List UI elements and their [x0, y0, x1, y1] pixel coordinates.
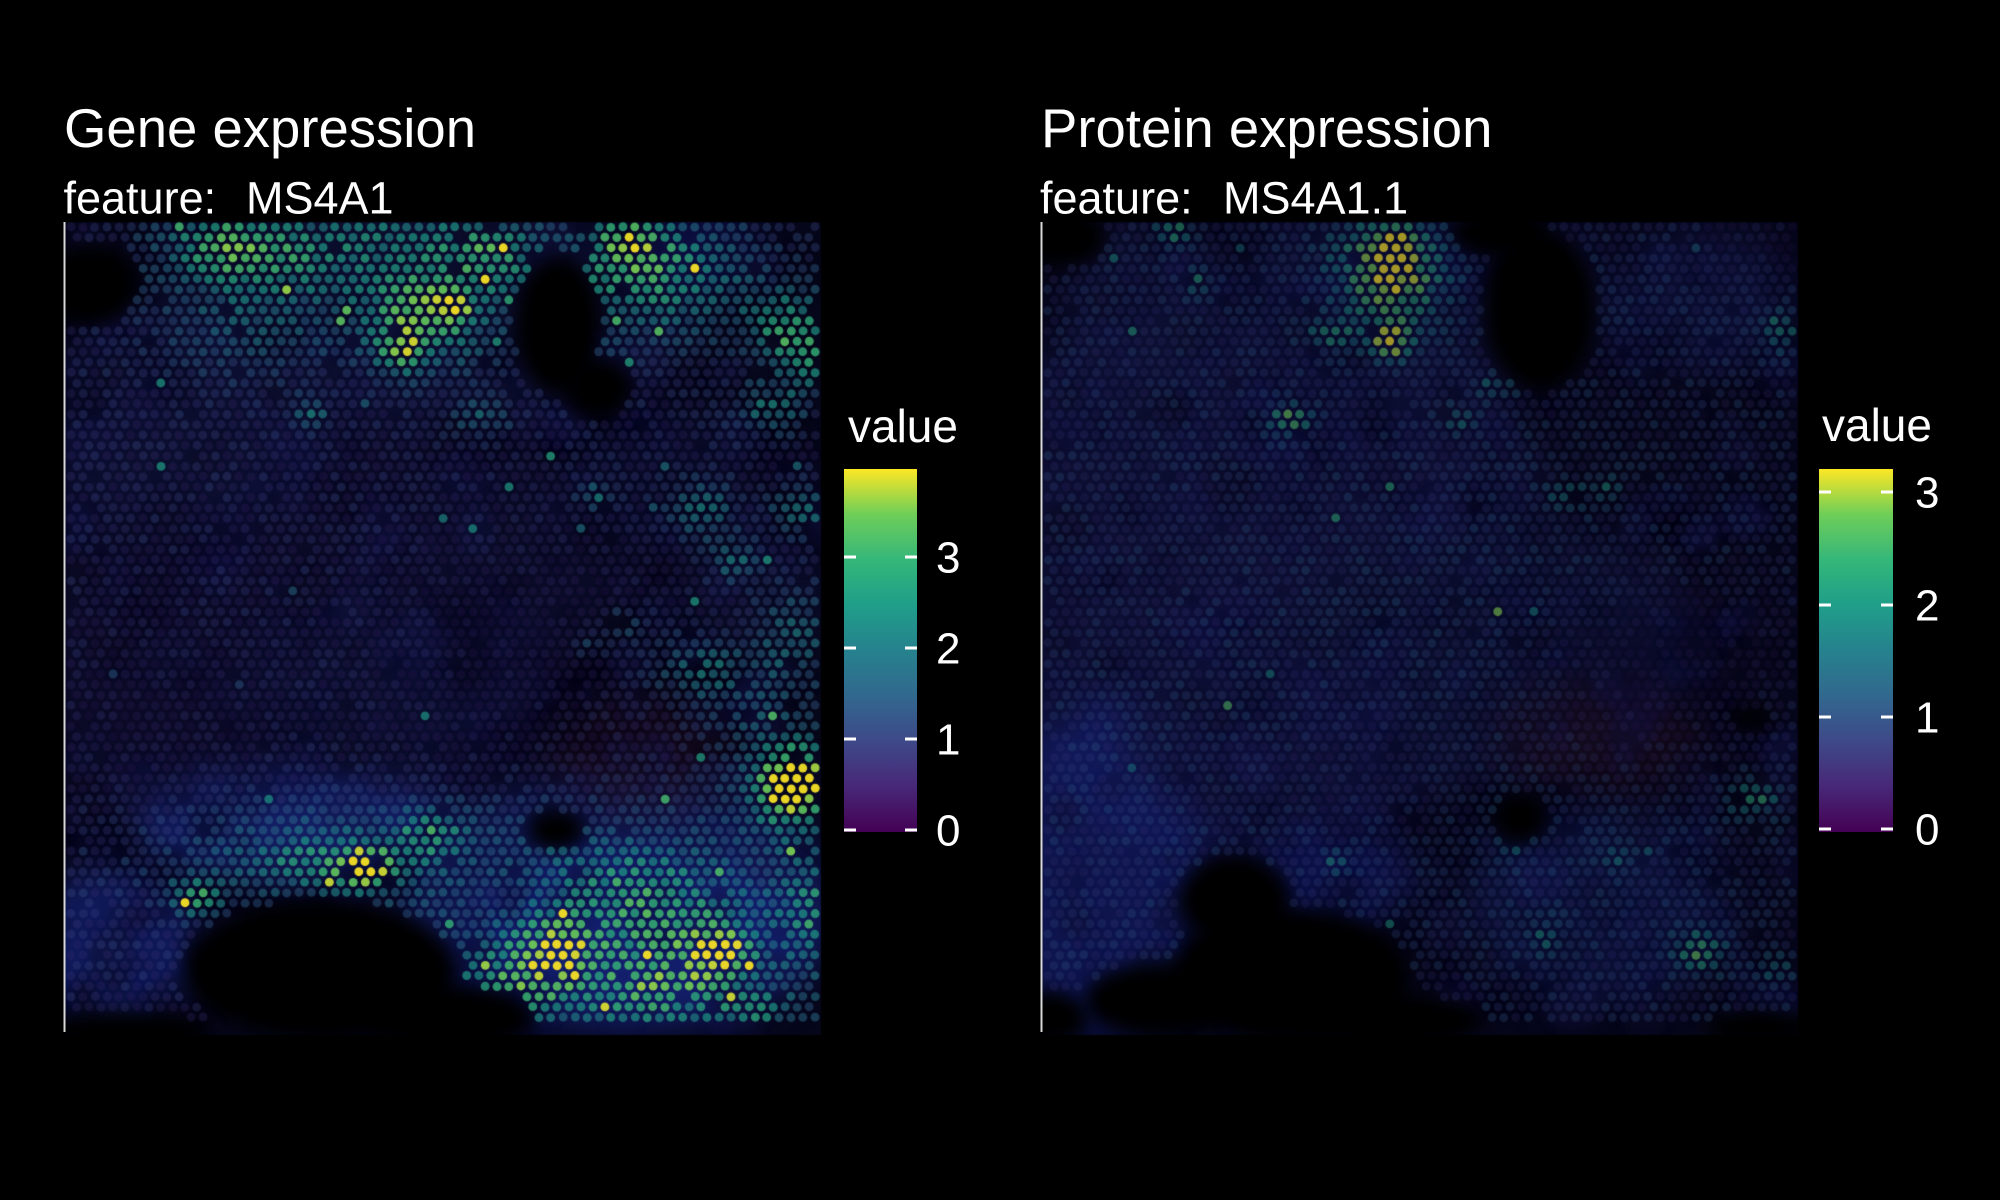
svg-text:3: 3	[936, 534, 960, 583]
svg-text:feature:: feature:	[64, 173, 217, 224]
svg-text:1: 1	[936, 716, 960, 765]
svg-text:Protein expression: Protein expression	[1041, 98, 1492, 159]
svg-text:feature:: feature:	[1040, 173, 1193, 224]
svg-text:0: 0	[936, 807, 960, 856]
svg-text:value: value	[848, 400, 958, 452]
svg-text:MS4A1.1: MS4A1.1	[1223, 173, 1408, 224]
svg-text:2: 2	[1915, 582, 1939, 631]
svg-text:1: 1	[1915, 694, 1939, 743]
svg-text:0: 0	[1915, 806, 1939, 855]
svg-text:MS4A1: MS4A1	[246, 173, 394, 224]
svg-text:Gene expression: Gene expression	[64, 98, 476, 159]
svg-text:2: 2	[936, 625, 960, 674]
svg-text:3: 3	[1915, 469, 1939, 518]
svg-text:value: value	[1822, 399, 1932, 451]
